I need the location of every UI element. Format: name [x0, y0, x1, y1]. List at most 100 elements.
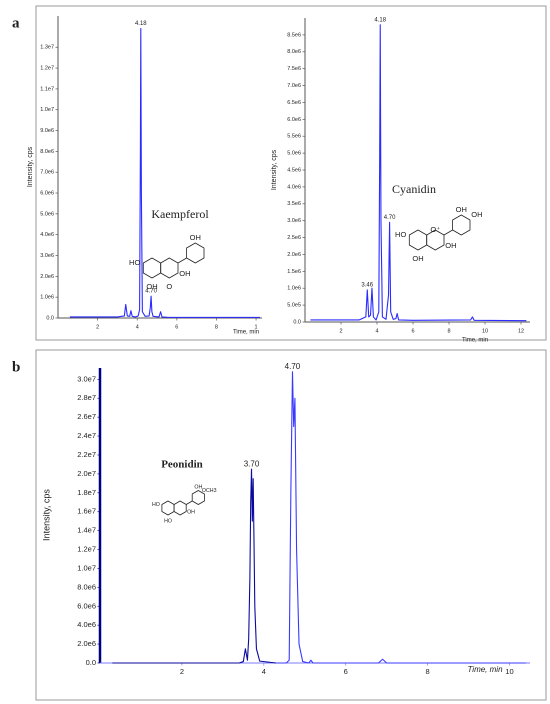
y-tick-label: 4.5e6: [287, 167, 301, 173]
x-tick-label: 6: [411, 328, 414, 334]
y-tick-label: 0.0: [86, 658, 96, 667]
x-axis-title: Time, min: [467, 665, 503, 674]
panel-frame: [35, 349, 547, 701]
structure-ring: [161, 500, 175, 516]
y-tick-label: 8.0e6: [40, 149, 54, 155]
peak-label: 3.70: [244, 459, 260, 468]
y-tick-label: 3.0e7: [77, 374, 96, 383]
y-tick-label: 4.0e6: [77, 620, 96, 629]
x-tick-label: 8: [426, 667, 430, 676]
compound-name: Peonidin: [161, 459, 203, 471]
structure-atom: OH: [445, 241, 456, 250]
panel-frame: [35, 5, 547, 341]
y-tick-label: 3.0e6: [287, 218, 301, 224]
structure-atom: OH: [412, 254, 423, 263]
y-tick-label: 1.2e7: [40, 66, 54, 72]
structure-ring: [173, 500, 187, 516]
y-tick-label: 1.6e7: [77, 507, 96, 516]
x-tick-label: 4: [375, 328, 378, 334]
y-tick-label: 7.0e6: [40, 170, 54, 176]
x-tick-label: 2: [96, 324, 99, 330]
y-tick-label: 5.0e6: [40, 211, 54, 217]
y-tick-label: 0.0: [293, 319, 301, 325]
structure-atom: OCH3: [202, 488, 217, 494]
structure-ring: [142, 257, 162, 279]
panel-label: a: [12, 15, 20, 31]
y-tick-label: 1.2e7: [77, 545, 96, 554]
y-tick-label: 1.0e6: [287, 286, 301, 292]
structure-ring: [408, 229, 428, 251]
chromatogram-trace: [112, 468, 277, 664]
y-tick-label: 1.1e7: [40, 86, 54, 92]
x-tick-label: 8: [447, 328, 450, 334]
y-tick-label: 2.8e7: [77, 393, 96, 402]
y-tick-label: 2.5e6: [287, 235, 301, 241]
structure-atom: OH: [187, 510, 195, 516]
structure-atom: OH: [190, 233, 201, 242]
peak-label: 4.70: [384, 215, 396, 221]
y-axis-title: Intensity, cps: [27, 146, 34, 187]
y-tick-label: 6.0e6: [40, 190, 54, 196]
structure-atom: O⁺: [430, 225, 440, 234]
y-tick-label: 0.0: [46, 315, 54, 321]
y-tick-label: 1.0e7: [40, 107, 54, 113]
y-tick-label: 2.0e7: [77, 469, 96, 478]
y-tick-label: 1.0e6: [40, 295, 54, 301]
structure-ring: [186, 242, 205, 264]
structure-atom: HO: [395, 230, 406, 239]
x-tick-label: 8: [215, 324, 218, 330]
x-tick-label: 12: [518, 328, 524, 334]
y-tick-label: 4.0e6: [40, 232, 54, 238]
y-tick-label: 2.0e6: [287, 252, 301, 258]
peak-label: 4.70: [285, 362, 301, 371]
y-tick-label: 9.0e6: [40, 128, 54, 134]
x-tick-label: 6: [344, 667, 348, 676]
y-tick-label: 3.5e6: [287, 201, 301, 207]
x-tick-label: 2: [180, 667, 184, 676]
structure-ring: [160, 257, 179, 279]
x-tick-label: 2: [339, 328, 342, 334]
y-tick-label: 7.0e6: [287, 83, 301, 89]
structure-bond: [185, 500, 193, 505]
compound-name: Kaempferol: [151, 207, 209, 221]
y-tick-label: 8.0e6: [77, 582, 96, 591]
structure-atom: HO: [152, 502, 160, 508]
y-tick-label: 2.2e7: [77, 450, 96, 459]
y-axis-title: Intensity, cps: [271, 149, 278, 190]
x-tick-label: 4: [262, 667, 266, 676]
y-tick-label: 6.0e6: [77, 601, 96, 610]
y-tick-label: 8.5e6: [287, 32, 301, 38]
y-tick-label: 2.4e7: [77, 431, 96, 440]
y-tick-label: 3.0e6: [40, 253, 54, 259]
y-axis-title: Intensity, cps: [41, 489, 51, 541]
compound-name: Cyanidin: [392, 182, 436, 196]
peak-label: 4.70: [145, 289, 157, 295]
y-tick-label: 7.5e6: [287, 66, 301, 72]
y-tick-label: 1.5e6: [287, 269, 301, 275]
structure-atom: O: [166, 282, 172, 291]
chromatogram-trace: [69, 27, 261, 318]
chromatogram-trace: [310, 24, 527, 322]
x-tick-label: 1: [255, 324, 258, 330]
x-tick-label: 10: [482, 328, 488, 334]
y-tick-label: 2.6e7: [77, 412, 96, 421]
y-tick-label: 5.0e5: [287, 303, 301, 309]
y-tick-label: 5.0e6: [287, 151, 301, 157]
structure-atom: OH: [179, 269, 190, 278]
structure-atom: OH: [194, 484, 202, 490]
structure-atom: HO: [129, 258, 140, 267]
structure-atom: OH: [146, 282, 157, 291]
y-tick-label: 1.3e7: [40, 45, 54, 51]
structure-bond: [443, 229, 453, 236]
x-axis-title: Time, min: [462, 338, 488, 344]
y-tick-label: 2.0e6: [40, 274, 54, 280]
panel-label: b: [12, 359, 20, 375]
y-tick-label: 5.5e6: [287, 134, 301, 140]
x-tick-label: 6: [175, 324, 178, 330]
structure-ring: [191, 490, 205, 505]
peak-label: 4.18: [135, 21, 147, 27]
peak-label: 3.46: [361, 282, 373, 288]
y-tick-label: 2.0e6: [77, 639, 96, 648]
y-tick-label: 1.4e7: [77, 526, 96, 535]
y-tick-label: 6.5e6: [287, 100, 301, 106]
